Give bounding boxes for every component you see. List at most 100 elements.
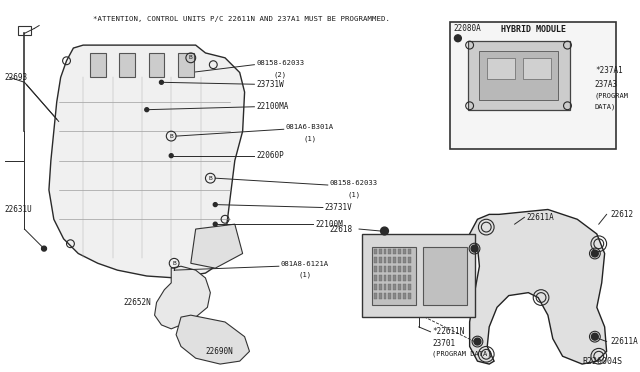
Bar	[90, 53, 106, 77]
Bar	[403, 248, 406, 254]
Circle shape	[471, 245, 478, 252]
Bar	[450, 22, 616, 149]
Bar	[468, 41, 570, 110]
Text: HYBRID MODULE: HYBRID MODULE	[500, 25, 566, 34]
Text: 22060P: 22060P	[257, 151, 284, 160]
Circle shape	[454, 35, 461, 42]
Bar	[374, 257, 377, 263]
Bar	[398, 275, 401, 281]
Bar	[383, 248, 387, 254]
Bar	[408, 266, 411, 272]
Bar	[398, 293, 401, 298]
Circle shape	[42, 246, 47, 251]
Bar	[383, 284, 387, 290]
Text: (1): (1)	[303, 136, 316, 142]
Text: *237A1: *237A1	[595, 66, 623, 75]
Bar	[379, 284, 381, 290]
Text: 22612: 22612	[611, 210, 634, 219]
Circle shape	[169, 154, 173, 158]
Bar	[403, 284, 406, 290]
Bar	[394, 257, 396, 263]
Bar	[383, 293, 387, 298]
Bar	[383, 257, 387, 263]
Bar	[403, 293, 406, 298]
Bar	[18, 26, 31, 35]
Text: *22611N: *22611N	[433, 327, 465, 336]
Bar	[374, 248, 377, 254]
Text: (1): (1)	[348, 192, 360, 198]
Bar	[388, 248, 391, 254]
Text: 22631U: 22631U	[5, 205, 33, 214]
Polygon shape	[176, 315, 250, 364]
Bar	[383, 275, 387, 281]
Bar	[379, 266, 381, 272]
Text: (PROGRAM DATA): (PROGRAM DATA)	[433, 350, 492, 356]
Text: 22690N: 22690N	[205, 347, 233, 356]
Text: 23731V: 23731V	[325, 203, 353, 212]
Bar	[362, 234, 474, 317]
Circle shape	[159, 80, 163, 84]
Bar	[403, 266, 406, 272]
Text: B: B	[189, 55, 193, 60]
Text: (PROGRAM: (PROGRAM	[595, 93, 629, 99]
Text: 23731W: 23731W	[257, 80, 284, 89]
Bar	[120, 53, 135, 77]
Bar	[487, 58, 515, 79]
Text: 22100MA: 22100MA	[257, 102, 289, 111]
Circle shape	[591, 250, 598, 257]
Bar	[422, 247, 467, 305]
Text: 22611A: 22611A	[611, 337, 638, 346]
Text: 22652N: 22652N	[124, 298, 152, 307]
Bar	[148, 53, 164, 77]
Bar	[388, 266, 391, 272]
Bar	[398, 284, 401, 290]
Text: 22693: 22693	[5, 73, 28, 82]
Text: 22611A: 22611A	[526, 213, 554, 222]
Text: 081A6-B301A: 081A6-B301A	[285, 124, 334, 130]
Bar	[178, 53, 194, 77]
Circle shape	[591, 333, 598, 340]
Bar	[379, 293, 381, 298]
Polygon shape	[191, 224, 243, 268]
Bar	[408, 257, 411, 263]
Bar	[388, 293, 391, 298]
Text: DATA): DATA)	[595, 103, 616, 110]
Text: (2): (2)	[274, 71, 287, 78]
Bar	[403, 257, 406, 263]
Circle shape	[213, 222, 217, 226]
Circle shape	[381, 227, 388, 235]
Text: B: B	[209, 176, 212, 181]
Bar	[408, 284, 411, 290]
Bar	[394, 284, 396, 290]
Circle shape	[213, 203, 217, 206]
Text: *ATTENTION, CONTROL UNITS P/C 22611N AND 237A1 MUST BE PROGRAMMED.: *ATTENTION, CONTROL UNITS P/C 22611N AND…	[93, 16, 390, 22]
Bar	[394, 266, 396, 272]
Polygon shape	[155, 266, 211, 329]
Bar	[394, 248, 396, 254]
Bar	[374, 284, 377, 290]
Bar	[388, 275, 391, 281]
Text: (1): (1)	[298, 272, 312, 278]
Text: B: B	[172, 261, 176, 266]
Bar	[398, 257, 401, 263]
Text: R226004S: R226004S	[582, 357, 622, 366]
Bar	[408, 275, 411, 281]
Text: 08158-62033: 08158-62033	[257, 60, 305, 66]
Text: 237A3: 237A3	[595, 80, 618, 89]
Bar	[398, 248, 401, 254]
Polygon shape	[49, 45, 244, 278]
Bar	[398, 266, 401, 272]
Bar	[394, 275, 396, 281]
Bar	[379, 275, 381, 281]
Bar	[383, 266, 387, 272]
Circle shape	[474, 338, 481, 345]
Text: 08158-62033: 08158-62033	[330, 180, 378, 186]
Bar	[379, 248, 381, 254]
Bar	[394, 293, 396, 298]
Bar	[374, 275, 377, 281]
Bar	[403, 275, 406, 281]
Bar	[479, 51, 557, 100]
Bar	[524, 58, 551, 79]
Text: 22100M: 22100M	[315, 219, 343, 229]
Bar	[372, 247, 416, 305]
